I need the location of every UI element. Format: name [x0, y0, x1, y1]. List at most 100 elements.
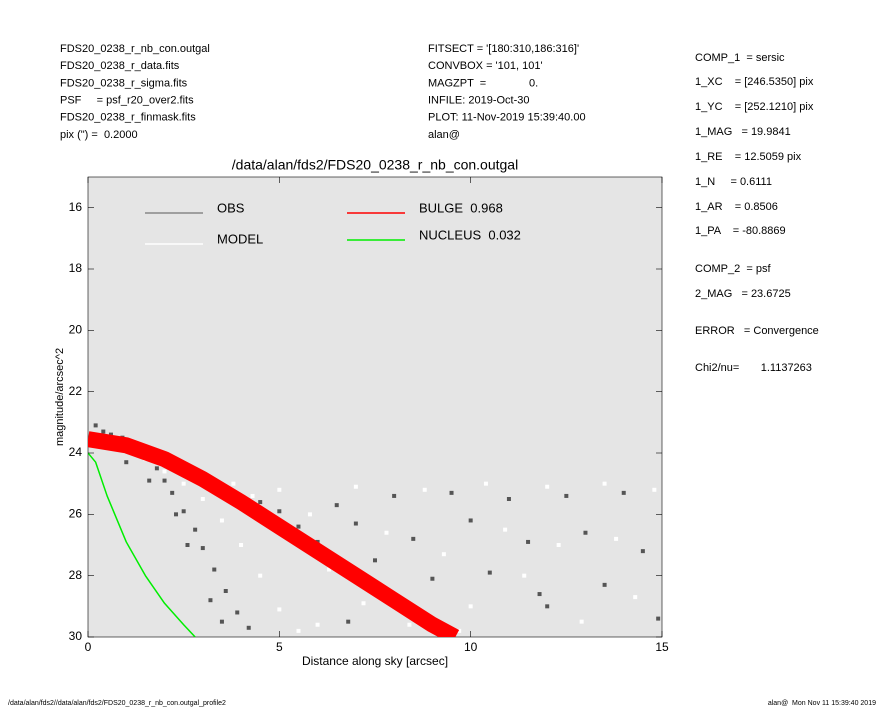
scatter-point — [373, 558, 377, 563]
chart-title: /data/alan/fds2/FDS20_0238_r_nb_con.outg… — [232, 157, 518, 173]
header-right: 1_PA = -80.8869 — [695, 225, 786, 237]
scatter-point — [219, 518, 224, 523]
scatter-point — [258, 500, 263, 505]
legend-label: MODEL — [217, 231, 263, 246]
y-tick-label: 30 — [69, 629, 83, 643]
scatter-point — [361, 601, 366, 606]
header-right: COMP_1 = sersic — [695, 52, 785, 64]
scatter-point — [181, 509, 186, 514]
scatter-point — [246, 625, 251, 630]
header-right: Chi2/nu= 1.1137263 — [695, 362, 812, 374]
scatter-point — [212, 567, 217, 572]
x-tick-label: 10 — [464, 640, 478, 654]
x-axis-label: Distance along sky [arcsec] — [302, 654, 448, 668]
header-left: FDS20_0238_r_finmask.fits — [60, 112, 196, 124]
header-right: 1_MAG = 19.9841 — [695, 126, 791, 138]
header-left: pix (") = 0.2000 — [60, 129, 138, 141]
scatter-point — [200, 497, 205, 501]
header-left: FDS20_0238_r_data.fits — [60, 60, 180, 72]
scatter-point — [223, 589, 228, 593]
scatter-point — [170, 490, 175, 495]
legend-label: OBS — [217, 200, 245, 215]
header-left: PSF = psf_r20_over2.fits — [60, 95, 194, 107]
x-tick-label: 0 — [85, 640, 92, 654]
scatter-point — [353, 484, 358, 489]
header-right: COMP_2 = psf — [695, 263, 771, 275]
scatter-point — [93, 423, 98, 428]
scatter-point — [564, 493, 569, 498]
scatter-point — [147, 478, 152, 483]
scatter-point — [353, 521, 358, 526]
y-tick-label: 22 — [69, 384, 83, 398]
scatter-point — [545, 484, 550, 489]
y-tick-label: 18 — [69, 261, 83, 275]
scatter-point — [219, 619, 224, 624]
header-middle: alan@ — [428, 129, 460, 141]
scatter-point — [296, 628, 301, 633]
scatter-point — [334, 503, 339, 508]
scatter-point — [315, 622, 320, 627]
scatter-point — [526, 539, 531, 544]
y-tick-label: 28 — [69, 568, 83, 582]
y-tick-label: 26 — [69, 507, 83, 521]
footer-right: alan@ Mon Nov 11 15:39:40 2019 — [768, 700, 876, 707]
scatter-point — [101, 429, 106, 434]
scatter-point — [449, 490, 454, 495]
header-middle: INFILE: 2019-Oct-30 — [428, 95, 530, 107]
scatter-point — [250, 493, 255, 498]
scatter-point — [422, 487, 427, 492]
scatter-point — [656, 616, 661, 621]
scatter-point — [556, 543, 561, 547]
y-tick-label: 16 — [69, 200, 83, 214]
line — [88, 452, 196, 637]
scatter-point — [633, 595, 638, 600]
scatter-point — [457, 628, 462, 633]
scatter-point — [468, 604, 473, 609]
scatter-point — [392, 493, 397, 498]
scatter-point — [614, 536, 619, 541]
x-tick-label: 15 — [655, 640, 669, 654]
scatter-point — [208, 598, 213, 603]
scatter-point — [430, 576, 435, 581]
scatter-point — [154, 466, 159, 471]
scatter-point — [579, 619, 584, 624]
scatter-point — [384, 530, 389, 535]
scatter-point — [162, 469, 167, 474]
header-middle: FITSECT = '[180:310,186:316]' — [428, 43, 579, 55]
scatter-point — [346, 619, 351, 624]
scatter-point — [174, 512, 179, 517]
plot-area — [87, 176, 663, 638]
scatter-point — [277, 487, 282, 492]
scatter-point — [162, 478, 167, 483]
header-left: FDS20_0238_r_sigma.fits — [60, 77, 188, 89]
header-middle: MAGZPT = 0. — [428, 77, 538, 89]
header-left: FDS20_0238_r_nb_con.outgal — [60, 43, 210, 55]
scatter-point — [506, 497, 511, 501]
scatter-point — [181, 481, 186, 486]
header-right: 1_RE = 12.5059 pix — [695, 151, 802, 163]
x-tick-label: 5 — [276, 640, 283, 654]
scatter-point — [545, 604, 550, 609]
legend-label: BULGE 0.968 — [419, 200, 503, 215]
scatter-point — [307, 512, 312, 517]
scatter-point — [185, 543, 190, 547]
header-right: 1_XC = [246.5350] pix — [695, 76, 814, 88]
legend-label: NUCLEUS 0.032 — [419, 227, 521, 242]
header-right: 1_N = 0.6111 — [695, 176, 772, 188]
header-middle: CONVBOX = '101, 101' — [428, 60, 543, 72]
scatter-point — [327, 567, 332, 572]
scatter-point — [108, 432, 113, 437]
scatter-point — [602, 582, 607, 587]
scatter-point — [193, 527, 198, 532]
scatter-point — [441, 552, 446, 557]
scatter-point — [235, 610, 240, 615]
scatter-point — [200, 546, 205, 551]
scatter-point — [652, 487, 657, 492]
scatter-point — [537, 592, 542, 597]
scatter-point — [124, 460, 129, 465]
scatter-point — [231, 481, 236, 486]
header-right: 1_YC = [252.1210] pix — [695, 101, 814, 113]
scatter-point — [411, 536, 416, 541]
scatter-point — [602, 481, 607, 486]
scatter-point — [277, 509, 282, 514]
